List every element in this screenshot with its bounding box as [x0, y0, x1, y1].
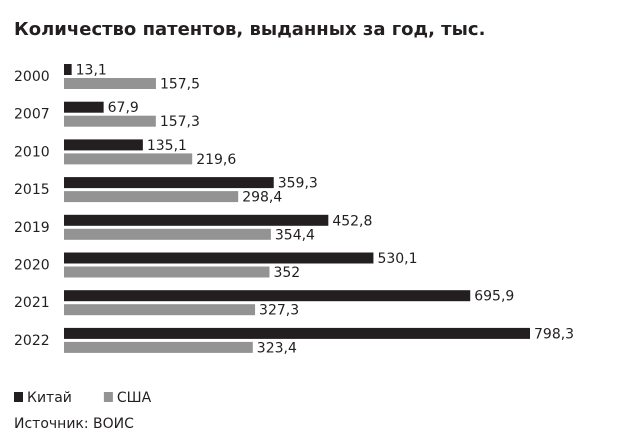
value-label: 352 [273, 265, 300, 281]
bar [64, 177, 274, 189]
legend-label: США [117, 390, 152, 406]
y-tick-label: 2019 [14, 220, 50, 236]
bar [64, 341, 253, 353]
bar [64, 228, 271, 240]
y-tick-label: 2015 [14, 182, 50, 198]
value-label: 323,4 [257, 340, 297, 356]
value-label: 219,6 [196, 152, 236, 168]
bar [64, 139, 143, 151]
value-label: 157,5 [160, 77, 200, 93]
bar [64, 214, 329, 226]
bar [64, 304, 256, 316]
bar [64, 101, 104, 113]
value-label: 452,8 [332, 213, 372, 229]
value-label: 798,3 [534, 326, 574, 342]
legend-label: Китай [27, 390, 72, 406]
y-tick-label: 2020 [14, 258, 50, 274]
bar [64, 327, 530, 339]
bar [64, 153, 193, 165]
bar [64, 290, 471, 302]
y-tick-label: 2021 [14, 295, 50, 311]
bar [64, 64, 72, 75]
value-label: 359,3 [278, 176, 318, 192]
y-tick-label: 2000 [14, 69, 50, 85]
value-label: 298,4 [242, 190, 282, 206]
legend-swatch [103, 392, 113, 402]
bar [64, 78, 156, 89]
value-label: 327,3 [259, 303, 299, 319]
value-label: 135,1 [147, 138, 187, 154]
value-label: 695,9 [474, 289, 514, 305]
bar [64, 115, 156, 127]
y-tick-label: 2007 [14, 107, 50, 123]
bar [64, 252, 374, 264]
y-tick-label: 2010 [14, 144, 50, 160]
legend-swatch [14, 392, 23, 402]
value-label: 13,1 [76, 63, 107, 79]
chart-title: Количество патентов, выданных за год, ты… [14, 19, 485, 40]
value-label: 354,4 [275, 227, 315, 243]
value-label: 530,1 [377, 251, 417, 267]
value-label: 157,3 [160, 114, 200, 130]
value-label: 67,9 [108, 100, 139, 116]
y-tick-label: 2022 [14, 333, 50, 349]
bar [64, 191, 239, 203]
source-note: Источник: ВОИС [14, 416, 134, 432]
bar [64, 266, 270, 278]
